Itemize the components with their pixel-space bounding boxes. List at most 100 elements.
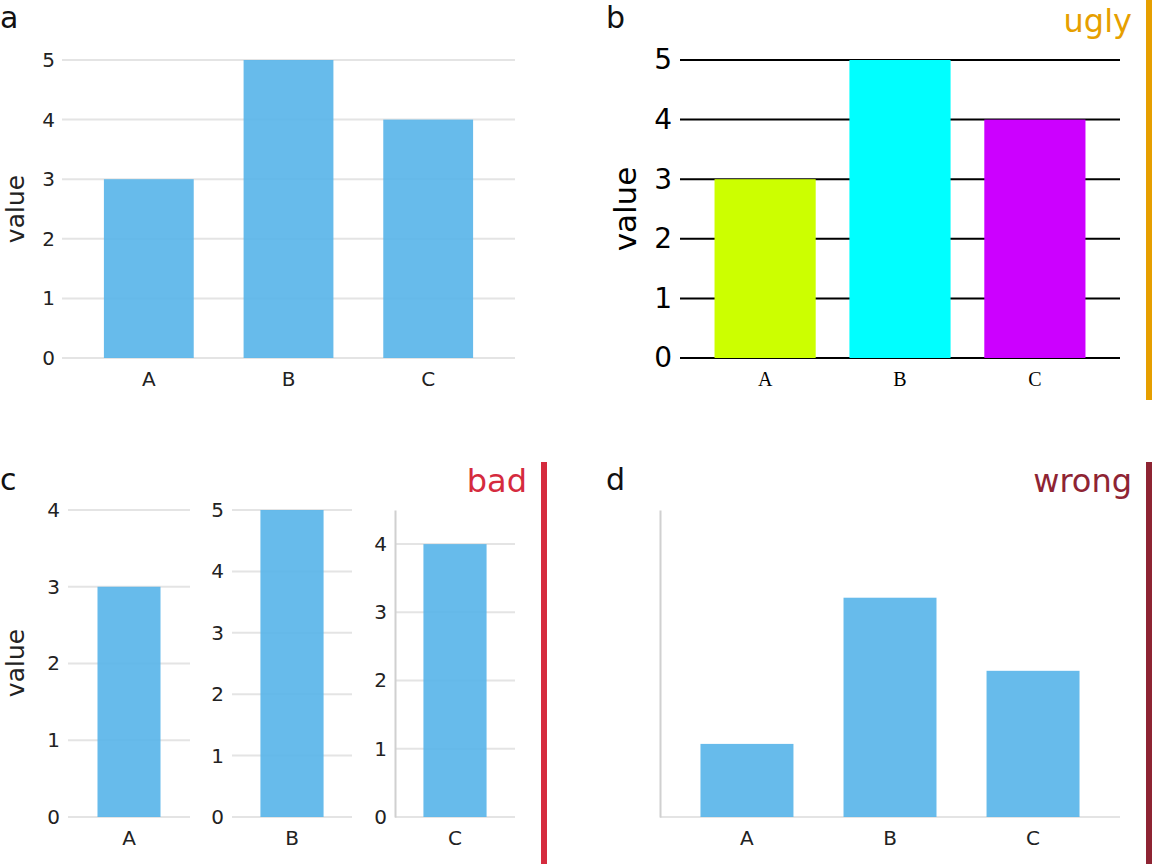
x-axis: A B C (681, 358, 1121, 390)
x-axis-line (63, 358, 516, 359)
y-label: value (1, 629, 30, 697)
x-tick: C (421, 358, 435, 391)
grid (232, 510, 352, 817)
y-tick: 2 (47, 651, 68, 675)
y-label: value (607, 167, 643, 252)
y-tick: 0 (47, 805, 68, 829)
y-axis: 01234 (374, 511, 395, 829)
y-tick-label: 1 (374, 737, 387, 761)
x-axis-line (661, 817, 1121, 818)
y-tick: 0 (374, 805, 395, 829)
y-tick-label: 1 (42, 286, 55, 310)
x-tick: C (1026, 817, 1040, 850)
panel: ABC d wrong (606, 462, 1152, 864)
y-tick-label: 0 (654, 341, 672, 374)
panel-title: d (606, 462, 625, 497)
y-tick-label: 0 (211, 805, 224, 829)
x-axis: A (69, 817, 191, 850)
bars (700, 598, 1079, 817)
y-tick-label: 4 (654, 103, 672, 136)
grid (680, 60, 1120, 358)
y-tick-label: 0 (374, 805, 387, 829)
y-axis-line (232, 511, 234, 818)
y-tick-label: 2 (211, 682, 224, 706)
bar (844, 598, 937, 817)
y-axis-line (68, 511, 70, 818)
panel: 012345ABCvaluebugly (606, 0, 1152, 400)
panel: 01234Cbad (374, 462, 547, 864)
x-tick: B (285, 817, 299, 850)
y-axis: 012345 (211, 498, 232, 829)
y-tick: 4 (47, 498, 68, 522)
panel: 012345ABCvaluea (0, 0, 516, 391)
x-tick-label: C (1028, 368, 1041, 390)
y-tick: 5 (211, 498, 232, 522)
annotation: wrong (1033, 462, 1132, 500)
bar (700, 744, 793, 817)
x-tick-label: A (122, 826, 136, 850)
x-tick-label: C (1026, 826, 1040, 850)
grid-line (68, 509, 190, 511)
annotation-bar (1146, 0, 1152, 400)
x-tick-label: A (740, 826, 754, 850)
figure: 012345ABCvaluea012345ABCvaluebugly01234A… (0, 0, 1152, 864)
y-tick: 1 (42, 286, 62, 310)
y-axis-line (680, 61, 682, 359)
y-axis: 0 1 2 3 4 (47, 498, 68, 829)
y-tick: 5 (42, 48, 62, 72)
y-axis-line (62, 61, 64, 359)
y-tick-label: 2 (42, 227, 55, 251)
y-tick: 5 (654, 43, 680, 76)
y-tick: 2 (374, 668, 395, 692)
annotation: bad (467, 462, 527, 500)
y-tick: 2 (654, 222, 680, 255)
bars (260, 510, 323, 817)
x-tick: B (893, 358, 906, 390)
y-tick: 2 (211, 682, 232, 706)
y-tick-label: 0 (47, 805, 60, 829)
y-tick-label: 5 (654, 43, 672, 76)
y-tick: 3 (374, 600, 395, 624)
y-tick-label: 1 (47, 728, 60, 752)
y-tick-label: 2 (654, 222, 672, 255)
x-tick: B (282, 358, 296, 391)
y-tick-label: 4 (42, 108, 55, 132)
x-tick-label: A (142, 367, 156, 391)
bars (97, 587, 160, 817)
bar (987, 671, 1080, 817)
x-tick-label: A (758, 368, 773, 390)
y-tick-label: 2 (47, 651, 60, 675)
y-tick: 1 (654, 282, 680, 315)
panel-title: c (0, 462, 17, 497)
y-tick: 2 (42, 227, 62, 251)
y-axis: 0 1 2 3 4 5 (654, 43, 680, 374)
y-tick-label: 3 (47, 575, 60, 599)
y-tick-label: 3 (654, 163, 672, 196)
y-axis: 012345 (42, 48, 62, 370)
y-tick-label: 3 (211, 621, 224, 645)
y-tick: 1 (374, 737, 395, 761)
bar (383, 120, 473, 358)
y-tick: 1 (47, 728, 68, 752)
y-tick: 4 (654, 103, 680, 136)
panel: 0 1 2 3 4 Avalue c (0, 462, 191, 850)
bar (423, 544, 486, 817)
panel: 012345B (211, 498, 352, 850)
x-tick: A (740, 817, 754, 850)
y-axis (660, 511, 662, 818)
x-axis: C (396, 817, 516, 850)
bar (260, 510, 323, 817)
y-tick: 4 (42, 108, 62, 132)
x-axis-line (396, 817, 516, 818)
bars (715, 60, 1086, 358)
x-tick-label: C (448, 826, 462, 850)
x-tick-label: B (893, 368, 906, 390)
x-tick-label: C (421, 367, 435, 391)
y-tick: 0 (654, 341, 680, 374)
bars (423, 544, 486, 817)
x-axis: ABC (661, 817, 1121, 850)
bar (984, 120, 1085, 358)
annotation-bar (1146, 462, 1152, 864)
grid (68, 510, 190, 817)
y-tick-label: 3 (42, 167, 55, 191)
